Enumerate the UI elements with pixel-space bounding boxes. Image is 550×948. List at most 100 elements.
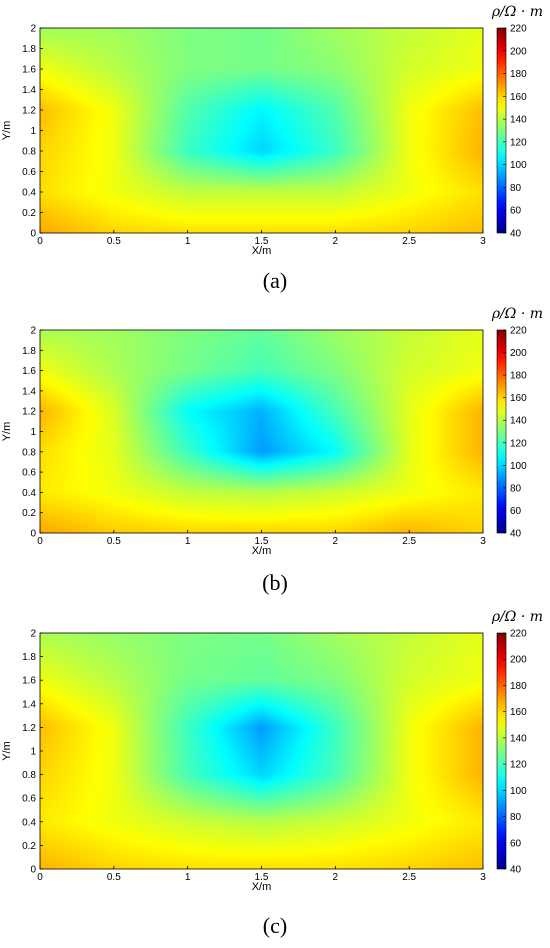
x-tick-label: 0: [37, 236, 43, 247]
y-tick-label: 1.6: [22, 676, 36, 687]
x-tick-label: 1.5: [255, 536, 269, 547]
colorbar: [496, 27, 507, 234]
colorbar-tick-label: 180: [510, 681, 527, 692]
y-tick-label: 1.2: [22, 723, 36, 734]
y-tick-label: 2: [30, 326, 36, 337]
y-tick-label: 1.4: [22, 386, 36, 397]
y-tick-label: 1.6: [22, 65, 36, 76]
y-tick-label: 0.8: [22, 447, 36, 458]
x-tick-label: 0.5: [107, 536, 121, 547]
colorbar-tick-label: 160: [510, 393, 527, 404]
x-tick-label: 0: [37, 872, 43, 883]
colorbar-tick-label: 40: [510, 229, 522, 240]
colorbar-tick-label: 120: [510, 760, 527, 771]
y-tick-label: 0.6: [22, 167, 36, 178]
colorbar-tick-label: 180: [510, 371, 527, 382]
colorbar-tick-label: 140: [510, 416, 527, 427]
y-axis-label: Y/m: [1, 121, 13, 141]
y-tick-label: 0: [30, 529, 36, 540]
y-tick-label: 0.2: [22, 208, 36, 219]
colorbar-tick-label: 140: [510, 733, 527, 744]
colorbar-tick-label: 100: [510, 461, 527, 472]
colorbar-tick-label: 40: [510, 529, 522, 540]
colorbar-tick-label: 40: [510, 865, 522, 876]
heatmap-surface: [40, 633, 483, 869]
y-tick-label: 0.6: [22, 468, 36, 479]
y-tick-label: 2: [30, 24, 36, 35]
y-tick-label: 1.2: [22, 106, 36, 117]
x-tick-label: 2: [333, 872, 339, 883]
colorbar-tick-label: 80: [510, 183, 522, 194]
heatmap-a-svg: 0 0.5 1 1.5 2 2.5 3 0 0.2 0.4 0.6 0.8 1 1.2 1.4 1.6 1.8 2…: [1, 4, 543, 257]
y-tick-label: 1: [30, 747, 36, 758]
x-tick-label: 0: [37, 536, 43, 547]
x-axis-label: X/m: [252, 545, 272, 557]
colorbar-tick-label: 60: [510, 206, 522, 217]
x-tick-label: 1: [185, 236, 191, 247]
y-axis-label: Y/m: [1, 422, 13, 442]
x-tick-label: 2: [333, 536, 339, 547]
colorbar-tick-label: 160: [510, 707, 527, 718]
colorbar-unit-label: ρ/Ω · m: [491, 609, 543, 625]
colorbar-tick-label: 100: [510, 160, 527, 171]
x-tick-label: 3: [480, 536, 486, 547]
y-tick-label: 0.4: [22, 188, 36, 199]
x-tick-label: 0.5: [107, 872, 121, 883]
y-tick-label: 0: [30, 229, 36, 240]
y-tick-label: 0.6: [22, 794, 36, 805]
colorbar-tick-label: 160: [510, 92, 527, 103]
y-tick-label: 1: [30, 126, 36, 137]
colorbar-tick-label: 80: [510, 812, 522, 823]
y-tick-label: 0: [30, 865, 36, 876]
y-tick-label: 1.4: [22, 85, 36, 96]
x-axis-label: X/m: [252, 881, 272, 893]
colorbar-tick-label: 100: [510, 786, 527, 797]
colorbar-tick-label: 220: [510, 629, 527, 640]
colorbar-tick-label: 120: [510, 438, 527, 449]
colorbar-tick-label: 80: [510, 483, 522, 494]
y-tick-label: 1.4: [22, 699, 36, 710]
colorbar-tick-label: 200: [510, 46, 527, 57]
x-tick-label: 2.5: [402, 872, 416, 883]
colorbar: [496, 632, 507, 870]
y-tick-label: 1.6: [22, 366, 36, 377]
caption-c: (c): [262, 913, 288, 938]
y-tick-label: 0.2: [22, 841, 36, 852]
y-tick-label: 0.2: [22, 508, 36, 519]
x-tick-label: 3: [480, 872, 486, 883]
x-tick-label: 3: [480, 236, 486, 247]
colorbar-unit-label: ρ/Ω · m: [491, 4, 543, 20]
y-tick-label: 0.8: [22, 147, 36, 158]
caption-a: (a): [262, 268, 288, 293]
x-tick-label: 2.5: [402, 236, 416, 247]
y-tick-label: 0.8: [22, 770, 36, 781]
colorbar-tick-label: 220: [510, 326, 527, 337]
heatmap-panel-c: 0 0.5 1 1.5 2 2.5 3 0 0.2 0.4 0.6 0.8 1 1.2 1.4 1.6 1.8 2…: [0, 605, 550, 900]
x-tick-label: 1.5: [255, 872, 269, 883]
y-tick-label: 0.4: [22, 488, 36, 499]
heatmap-surface: [40, 28, 483, 233]
y-tick-label: 1.8: [22, 346, 36, 357]
y-tick-label: 1.8: [22, 44, 36, 55]
y-axis-label: Y/m: [1, 741, 13, 761]
y-tick-label: 0.4: [22, 817, 36, 828]
x-tick-label: 2: [333, 236, 339, 247]
caption-b: (b): [262, 570, 288, 595]
y-tick-label: 2: [30, 629, 36, 640]
heatmap-b-svg: 0 0.5 1 1.5 2 2.5 3 0 0.2 0.4 0.6 0.8 1 1.2 1.4 1.6 1.8 2…: [1, 306, 543, 557]
y-tick-label: 1.2: [22, 407, 36, 418]
colorbar: [496, 329, 507, 534]
x-tick-label: 1: [185, 536, 191, 547]
y-tick-label: 1.8: [22, 652, 36, 663]
colorbar-tick-label: 220: [510, 24, 527, 35]
heatmap-panel-a: 0 0.5 1 1.5 2 2.5 3 0 0.2 0.4 0.6 0.8 1 1.2 1.4 1.6 1.8 2…: [0, 0, 550, 264]
colorbar-tick-label: 60: [510, 506, 522, 517]
x-tick-label: 1: [185, 872, 191, 883]
colorbar-tick-label: 180: [510, 69, 527, 80]
y-tick-label: 1: [30, 427, 36, 438]
heatmap-panel-b: 0 0.5 1 1.5 2 2.5 3 0 0.2 0.4 0.6 0.8 1 1.2 1.4 1.6 1.8 2…: [0, 302, 550, 564]
colorbar-tick-label: 200: [510, 348, 527, 359]
x-axis-label: X/m: [252, 245, 272, 257]
heatmap-c-svg: 0 0.5 1 1.5 2 2.5 3 0 0.2 0.4 0.6 0.8 1 1.2 1.4 1.6 1.8 2…: [1, 609, 543, 893]
colorbar-unit-label: ρ/Ω · m: [491, 306, 543, 322]
